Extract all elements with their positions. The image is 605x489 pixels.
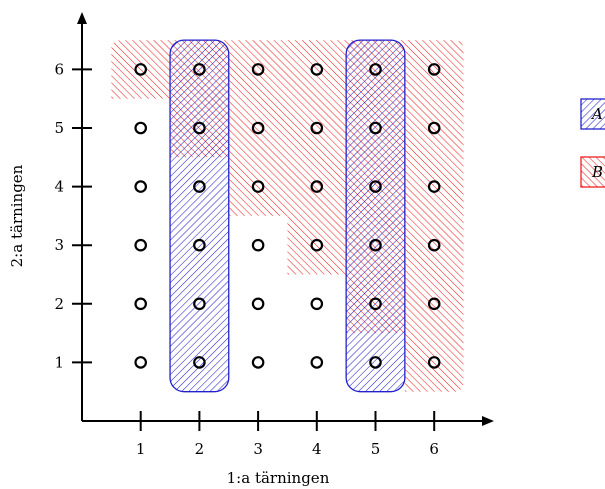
event-b-region-shape [111, 40, 464, 392]
y-tick-label-6: 6 [54, 60, 64, 78]
x-tick-label-3: 3 [253, 440, 263, 458]
point-2-5 [193, 121, 206, 135]
x-tick-label-6: 6 [429, 440, 439, 458]
point-4-3 [310, 238, 324, 252]
event-a-regions [169, 39, 406, 393]
point-4-4 [310, 180, 324, 193]
y-tick-label-2: 2 [54, 295, 64, 313]
point-2-3 [193, 238, 206, 252]
legend-label-A: A [590, 105, 603, 123]
event-a-column-2 [169, 39, 230, 393]
y-tick-label-3: 3 [54, 236, 64, 254]
point-4-5 [310, 121, 324, 135]
event-a-column-5 [345, 39, 406, 393]
y-axis-label: 2:a tärningen [8, 164, 26, 267]
legend-swatch-A [580, 98, 605, 130]
point-3-2 [251, 297, 265, 311]
point-6-3 [427, 238, 441, 252]
point-3-3 [251, 238, 265, 252]
event-b-region [111, 40, 464, 392]
point-3-6 [251, 63, 265, 76]
x-tick-label-2: 2 [195, 440, 205, 458]
point-3-4 [251, 180, 265, 193]
x-tick-label-5: 5 [371, 440, 381, 458]
point-6-4 [427, 180, 441, 193]
y-axis-arrow [77, 12, 87, 24]
point-5-4 [369, 180, 382, 193]
point-3-1 [251, 356, 265, 369]
point-5-5 [369, 121, 382, 135]
point-1-5 [134, 121, 147, 135]
y-tick-label-1: 1 [54, 353, 64, 371]
point-6-6 [427, 63, 441, 76]
point-2-2 [193, 297, 206, 311]
outcome-points [134, 63, 441, 369]
point-4-2 [310, 297, 324, 311]
point-2-6 [193, 63, 206, 76]
x-tick-label-1: 1 [136, 440, 146, 458]
legend-label-B: B [591, 163, 603, 181]
point-5-3 [369, 238, 382, 252]
axis-ticks: 1 2 3 4 5 6 1 2 3 4 5 6 [54, 60, 439, 458]
point-3-5 [251, 121, 265, 135]
point-6-2 [427, 297, 441, 311]
y-tick-label-4: 4 [54, 178, 64, 196]
point-4-1 [310, 356, 324, 369]
point-1-4 [134, 180, 147, 193]
point-1-1 [134, 356, 147, 369]
x-axis-label: 1:a tärningen [227, 469, 330, 487]
y-tick-label-5: 5 [54, 119, 64, 137]
point-5-1 [369, 356, 382, 369]
point-1-2 [134, 297, 147, 311]
point-1-6 [134, 63, 147, 76]
x-axis-arrow [482, 416, 494, 426]
x-tick-label-4: 4 [312, 440, 322, 458]
axes [77, 12, 494, 426]
point-2-4 [193, 180, 206, 193]
point-6-5 [427, 121, 441, 135]
point-1-3 [134, 238, 147, 252]
legend-swatch-B [580, 156, 605, 188]
point-2-1 [193, 356, 206, 369]
point-4-6 [310, 63, 324, 76]
legend: AB [580, 98, 605, 188]
point-6-1 [427, 356, 441, 369]
point-5-2 [369, 297, 382, 311]
point-5-6 [369, 63, 382, 76]
